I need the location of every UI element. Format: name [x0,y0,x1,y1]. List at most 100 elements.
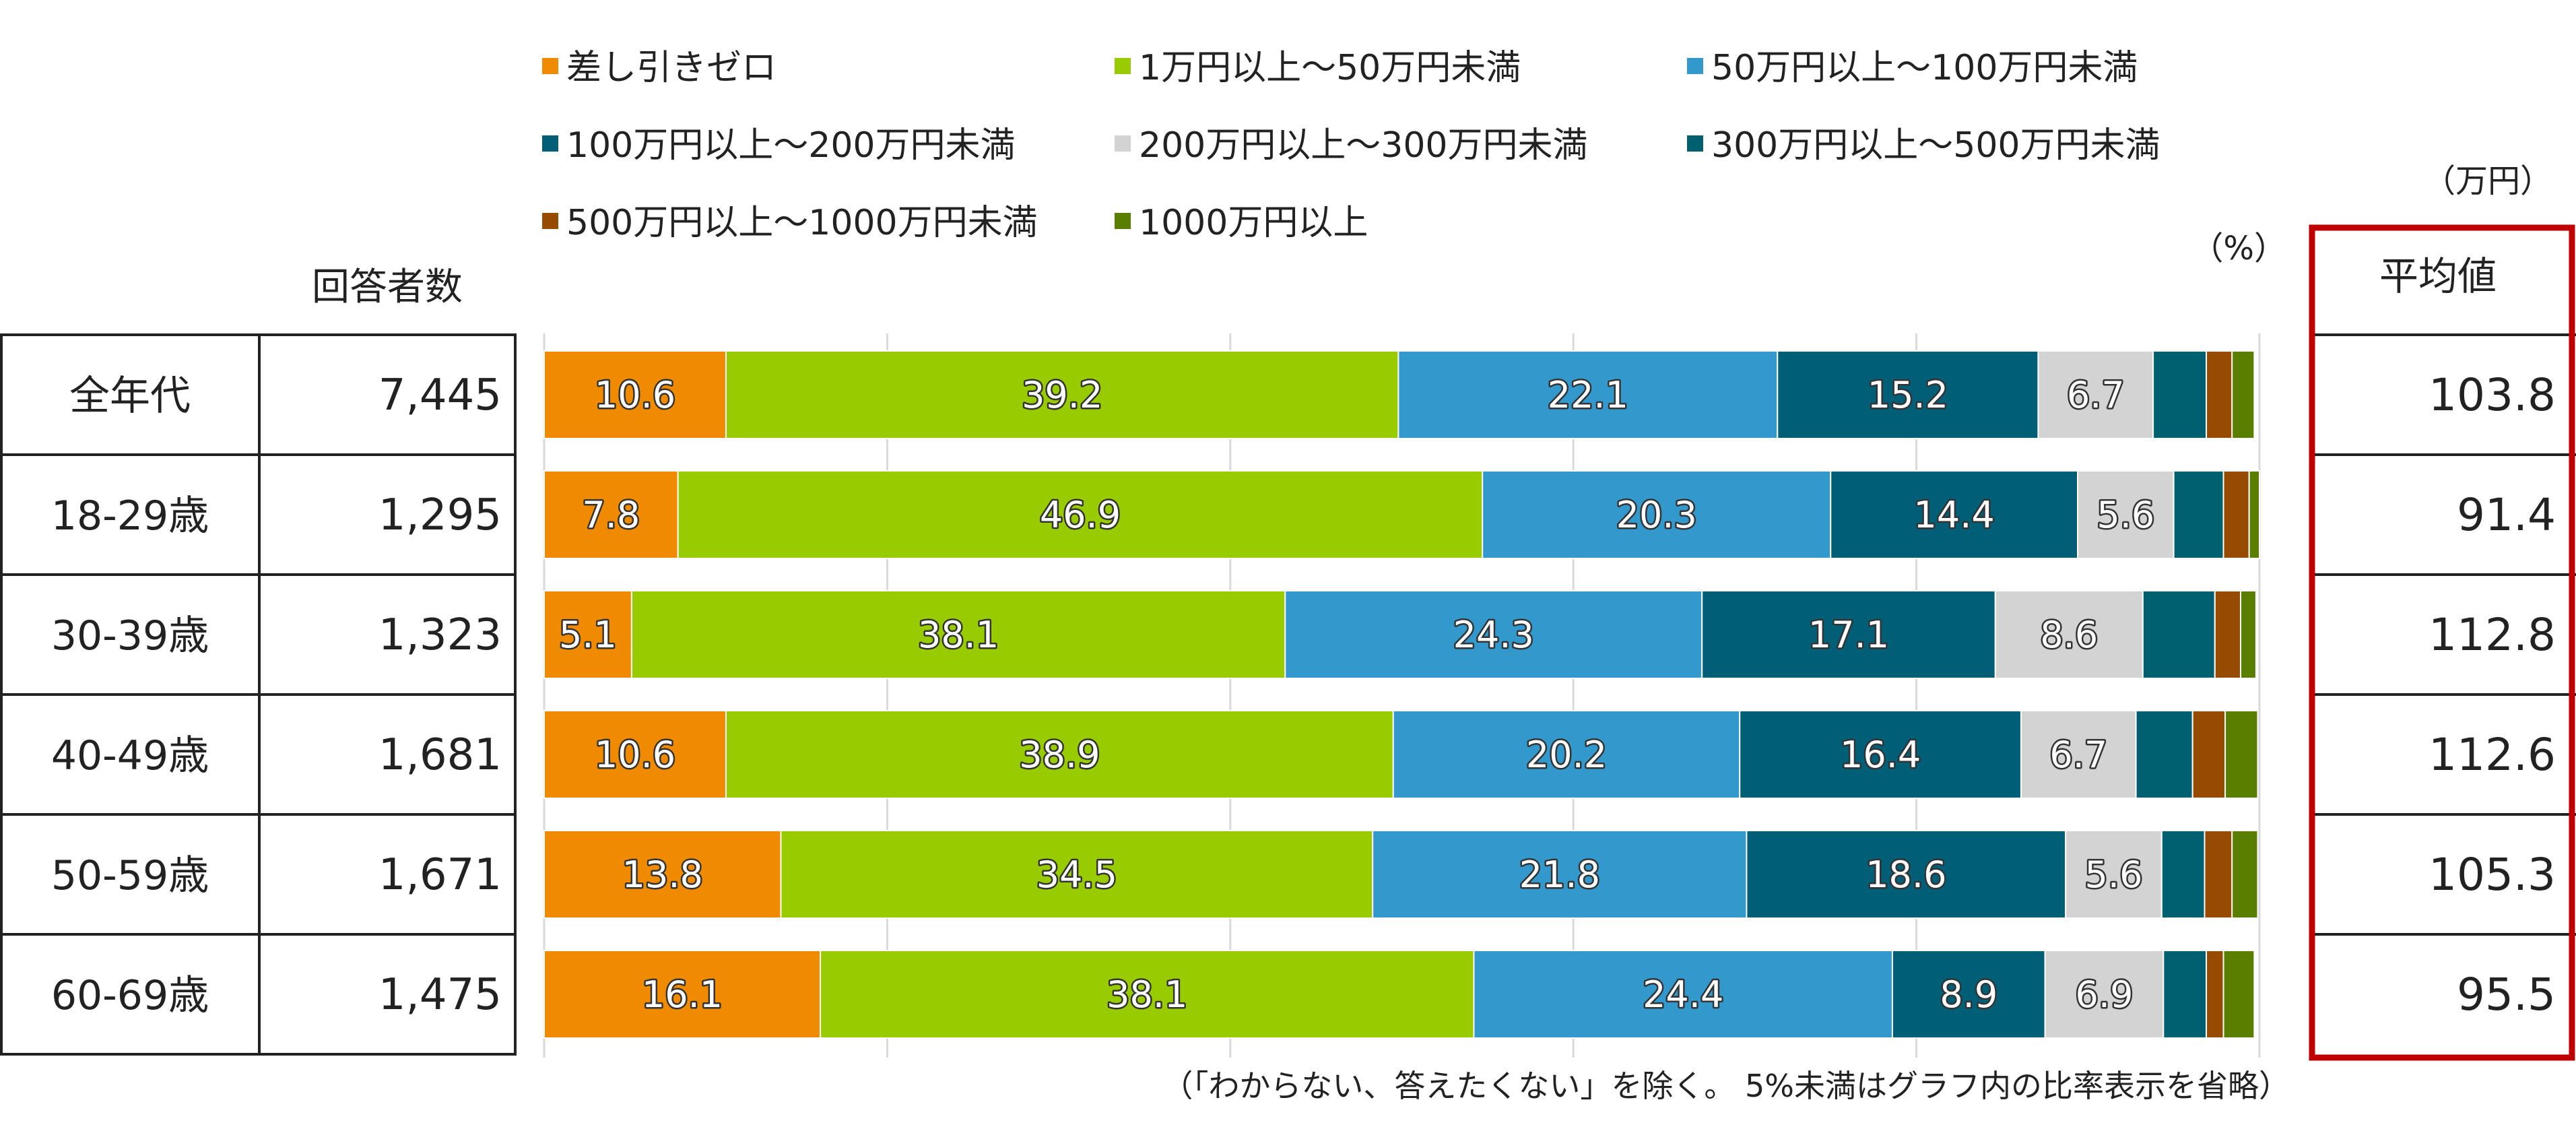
data-label: 8.6 [2040,614,2098,656]
bar-segment [2206,950,2224,1039]
average-header: 平均値 [2379,253,2497,299]
bar-segment [2065,830,2162,919]
data-label: 14.4 [1914,494,1995,536]
bar-segment [1777,350,2039,439]
respondent-count: 1,323 [378,610,502,660]
bar-segment [677,470,1484,559]
data-label: 38.1 [918,614,999,656]
data-label: 39.2 [1022,374,1102,416]
legend-label: 200万円以上～300万円未満 [1139,125,1588,166]
data-label: 6.9 [2076,973,2134,1016]
bar-segment [2222,950,2255,1039]
data-label: 7.8 [582,494,640,536]
legend-swatch [542,58,558,74]
bar-segment [2206,350,2233,439]
legend-swatch [1687,135,1703,152]
percent-unit-label: （%） [2191,230,2286,267]
legend-label: 差し引きゼロ [566,48,777,88]
data-label: 5.6 [2096,494,2154,536]
data-label: 5.1 [559,614,617,656]
bar-segment [1746,830,2067,919]
average-value: 103.8 [2429,369,2556,421]
legend-swatch [1115,213,1131,229]
data-label: 24.4 [1643,973,1723,1016]
data-label: 17.1 [1808,614,1889,656]
legend-swatch [1687,58,1703,74]
data-label: 16.1 [642,973,723,1016]
stacked-bars: 10.6 39.2 22.1 15.2 6.7 7.8 46.9 20.3 14.4 5.6 5.1… [543,350,2261,1039]
bar-segment [2222,470,2250,559]
data-label: 8.9 [1940,973,1997,1016]
bar-segment [2135,710,2193,799]
data-label: 18.6 [1865,853,1946,896]
data-label: 5.6 [2085,853,2143,896]
bar-segment [543,350,727,439]
bar-segment [725,350,1399,439]
respondent-count: 1,681 [378,730,502,780]
row-label: 60-69歳 [51,972,209,1019]
data-label: 21.8 [1519,853,1600,896]
bar-segment [1372,830,1748,919]
row-label: 30-39歳 [51,612,209,659]
bar-segment [1701,590,1996,679]
bar-segment [2231,350,2255,439]
bar-segment [2248,470,2261,559]
legend-label: 1000万円以上 [1139,203,1368,243]
bar-segment [2231,830,2259,919]
bar-segment [2037,350,2154,439]
data-label: 34.5 [1036,853,1117,896]
bar-segment [2020,710,2137,799]
average-value: 95.5 [2457,969,2556,1021]
data-label: 20.2 [1526,734,1607,776]
bar-segment [780,830,1374,919]
respondent-count: 1,475 [378,970,502,1020]
data-label: 10.6 [595,734,675,776]
data-label: 46.9 [1040,494,1121,536]
bar-segment [1284,590,1703,679]
data-label: 13.8 [622,853,703,896]
highlight-frame [2309,224,2575,1061]
bar-segment [543,470,679,559]
bar-segment [1891,950,2046,1039]
legend: 差し引きゼロ 1万円以上～50万円未満 50万円以上～100万円未満 100万円以上～… [542,48,2160,243]
legend-label: 300万円以上～500万円未満 [1711,125,2160,166]
bar-segment [1994,590,2144,679]
bar-segment [1482,470,1832,559]
average-value: 112.8 [2429,609,2556,661]
row-label: 全年代 [69,373,191,420]
bar-segment [543,830,782,919]
row-label: 18-29歳 [51,492,209,540]
bar-segment [2224,710,2259,799]
bar-segment [820,950,1475,1039]
legend-label: 1万円以上～50万円未満 [1139,48,1521,88]
chart-footnote: （「わからない、答えたくない」を除く。 5%未満はグラフ内の比率表示を省略） [1162,1068,2290,1104]
legend-swatch [542,135,558,152]
average-value-table: （万円） 平均値 103.8 91.4 112.8 112.6 105.3 95.5 [2309,162,2576,1061]
bar-segment [2044,950,2165,1039]
bar-segment [2173,470,2224,559]
row-label: 40-49歳 [51,732,209,779]
data-label: 10.6 [595,374,675,416]
respondent-count: 1,671 [378,850,502,900]
bar-segment [2077,470,2175,559]
respondent-count: 7,445 [378,370,502,420]
bar-segment [2160,830,2206,919]
data-label: 38.1 [1107,973,1187,1016]
legend-label: 50万円以上～100万円未満 [1711,48,2138,88]
row-label: 50-59歳 [51,852,209,899]
average-value: 105.3 [2429,849,2556,901]
respondent-count-header: 回答者数 [312,265,463,309]
data-label: 24.3 [1453,614,1534,656]
data-label: 15.2 [1868,374,1948,416]
average-unit-label: （万円） [2423,162,2552,200]
bar-segment [2162,950,2208,1039]
bar-segment [1830,470,2079,559]
bar-segment [2214,590,2241,679]
legend-label: 500万円以上～1000万円未満 [566,203,1038,243]
legend-swatch [542,213,558,229]
legend-swatch [1115,135,1131,152]
average-value: 112.6 [2429,729,2556,781]
bar-segment [725,710,1394,799]
bar-segment [2204,830,2233,919]
